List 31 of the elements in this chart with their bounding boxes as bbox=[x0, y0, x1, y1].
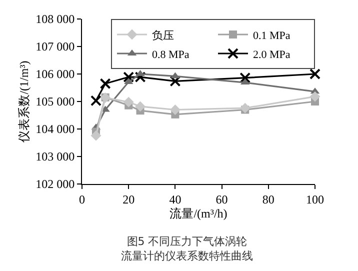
point bbox=[100, 78, 111, 90]
x-axis-title: 流量/(m³/h) bbox=[170, 206, 228, 220]
point bbox=[170, 104, 180, 115]
y-tick-label: 108 000 bbox=[36, 12, 75, 26]
caption: 图5 不同压力下气体涡轮流量计的仪表系数特性曲线 bbox=[121, 235, 253, 262]
y-tick-label: 103 000 bbox=[36, 150, 75, 164]
x-tick-label: 20 bbox=[122, 192, 135, 206]
legend-label: 负压 bbox=[152, 30, 174, 42]
point bbox=[90, 95, 102, 106]
legend-label: 0.8 MPa bbox=[152, 48, 190, 61]
y-tick-label: 105 000 bbox=[36, 94, 75, 109]
point bbox=[170, 76, 181, 87]
x-tick-label: 100 bbox=[306, 192, 324, 206]
y-axis-title: 仪表系数/(1/m³) bbox=[16, 60, 31, 142]
x-tick-label: 40 bbox=[169, 192, 182, 206]
point bbox=[240, 102, 250, 114]
point bbox=[310, 91, 320, 102]
x-tick-label: 80 bbox=[262, 192, 274, 206]
y-tick-label: 106 000 bbox=[36, 67, 75, 82]
x-tick-label: 0 bbox=[79, 192, 85, 206]
point bbox=[240, 72, 251, 84]
y-tick-label: 104 000 bbox=[36, 122, 75, 136]
x-tick-label: 60 bbox=[216, 192, 228, 206]
point bbox=[135, 101, 146, 112]
y-tick-label: 102 000 bbox=[36, 177, 75, 192]
point bbox=[123, 96, 134, 108]
point bbox=[90, 130, 102, 141]
legend-label: 0.1 MPa bbox=[253, 30, 290, 42]
legend-label: 2.0 MPa bbox=[253, 48, 290, 61]
y-tick-label: 107 000 bbox=[36, 40, 75, 54]
point bbox=[310, 68, 320, 80]
